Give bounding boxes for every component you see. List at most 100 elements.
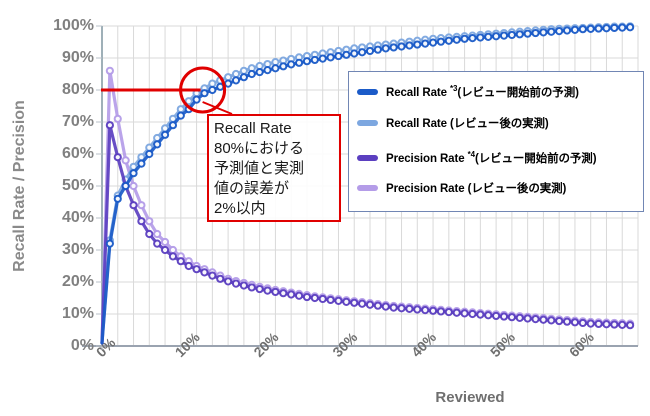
series-marker: [287, 60, 296, 69]
annotation-leader-line: [202, 101, 233, 115]
legend-item-3: Precision Rate (レビュー後の実測): [357, 180, 566, 196]
series-marker: [570, 25, 580, 34]
series-marker: [208, 271, 217, 280]
series-marker: [224, 277, 233, 286]
series-marker: [176, 105, 185, 114]
series-marker: [507, 30, 516, 40]
series-marker: [263, 66, 272, 75]
series-marker: [318, 294, 327, 304]
y-axis-tick-label: 80%: [62, 81, 94, 98]
series-marker: [239, 66, 248, 75]
legend-item-2: Precision Rate *4(レビュー開始前の予測): [357, 150, 597, 166]
series-marker: [460, 309, 469, 318]
series-marker: [365, 46, 375, 56]
legend-color-swatch: [357, 185, 378, 191]
series-marker: [507, 313, 516, 322]
series-marker: [555, 316, 564, 326]
series-marker: [255, 284, 264, 294]
series-marker: [153, 229, 162, 239]
series-marker: [350, 298, 359, 307]
legend-item-label: Precision Rate *4(レビュー開始前の予測): [386, 150, 597, 165]
y-axis-tick-label: 90%: [62, 49, 94, 66]
series-marker: [421, 306, 430, 315]
series-marker: [413, 40, 422, 49]
series-marker: [484, 311, 493, 320]
series-marker: [160, 130, 170, 139]
series-marker: [168, 252, 178, 261]
series-marker: [113, 114, 122, 123]
series-marker: [468, 309, 477, 319]
series-marker: [287, 290, 296, 299]
series-marker: [160, 245, 170, 255]
series-marker: [523, 314, 532, 323]
series-marker: [145, 149, 154, 159]
y-axis-tick-label: 50%: [62, 177, 94, 194]
series-marker: [279, 289, 288, 298]
series-marker: [334, 296, 343, 305]
series-marker: [381, 44, 390, 53]
series-marker: [310, 293, 319, 303]
legend-item-label: Precision Rate (レビュー後の実測): [386, 183, 567, 195]
series-marker: [105, 121, 114, 130]
series-marker: [610, 320, 619, 329]
series-marker: [365, 300, 375, 309]
chart-legend: Recall Rate *3(レビュー開始前の予測) Recall Rate (レ…: [348, 71, 644, 212]
annotation-line-2: 80%における: [214, 140, 305, 157]
y-axis-tick-label: 0%: [71, 337, 94, 354]
series-marker: [602, 320, 611, 329]
series-marker: [200, 89, 209, 98]
series-marker: [358, 48, 367, 57]
series-marker: [294, 291, 304, 300]
y-axis-tick-label: 70%: [62, 113, 94, 130]
series-marker: [129, 201, 138, 210]
series-marker: [200, 268, 209, 277]
series-marker: [105, 239, 114, 248]
series-marker: [279, 62, 288, 71]
series-marker: [224, 73, 233, 82]
series-marker: [271, 287, 280, 297]
series-marker: [145, 217, 154, 226]
annotation-line-4: 値の誤差が: [214, 180, 290, 197]
series-marker: [302, 292, 312, 302]
legend-color-swatch: [357, 155, 378, 161]
series-marker: [239, 73, 248, 82]
annotation-callout-box: Recall Rate 80%における 予測値と実測 値の誤差が 2%以内: [207, 114, 341, 222]
y-axis-title: Recall Rate / Precision: [11, 100, 28, 272]
series-marker: [578, 318, 587, 328]
series-marker: [326, 295, 335, 305]
series-marker: [137, 217, 146, 226]
series-marker: [168, 245, 178, 255]
series-marker: [539, 315, 548, 324]
series-marker: [160, 237, 170, 247]
series-marker: [468, 34, 477, 43]
series-marker: [381, 302, 390, 311]
series-marker: [192, 95, 201, 104]
series-marker: [105, 66, 114, 75]
series-marker: [618, 23, 627, 32]
series-marker: [405, 41, 414, 50]
series-marker: [389, 43, 398, 52]
series-marker: [421, 39, 430, 48]
series-marker: [515, 30, 524, 39]
series-marker: [476, 310, 485, 319]
series-marker: [224, 79, 233, 88]
series-marker: [476, 33, 485, 42]
series-marker: [310, 55, 319, 65]
legend-footnote-marker: *4: [467, 150, 475, 160]
series-marker: [452, 35, 461, 44]
legend-item-label: Recall Rate (レビュー後の実測): [386, 118, 549, 130]
series-marker: [350, 49, 359, 58]
legend-color-swatch: [357, 120, 378, 126]
annotation-callout-text: Recall Rate 80%における 予測値と実測 値の誤差が 2%以内: [214, 119, 335, 219]
annotation-line-3: 予測値と実測: [214, 160, 305, 177]
series-marker: [121, 181, 130, 191]
y-axis-tick-label: 30%: [62, 241, 94, 258]
series-marker: [586, 319, 595, 328]
series-marker: [444, 307, 453, 317]
series-marker: [263, 286, 272, 295]
series-marker: [153, 239, 162, 248]
series-marker: [389, 303, 398, 312]
series-marker: [373, 45, 382, 54]
legend-footnote-marker: *3: [450, 84, 458, 94]
series-marker: [231, 279, 241, 288]
